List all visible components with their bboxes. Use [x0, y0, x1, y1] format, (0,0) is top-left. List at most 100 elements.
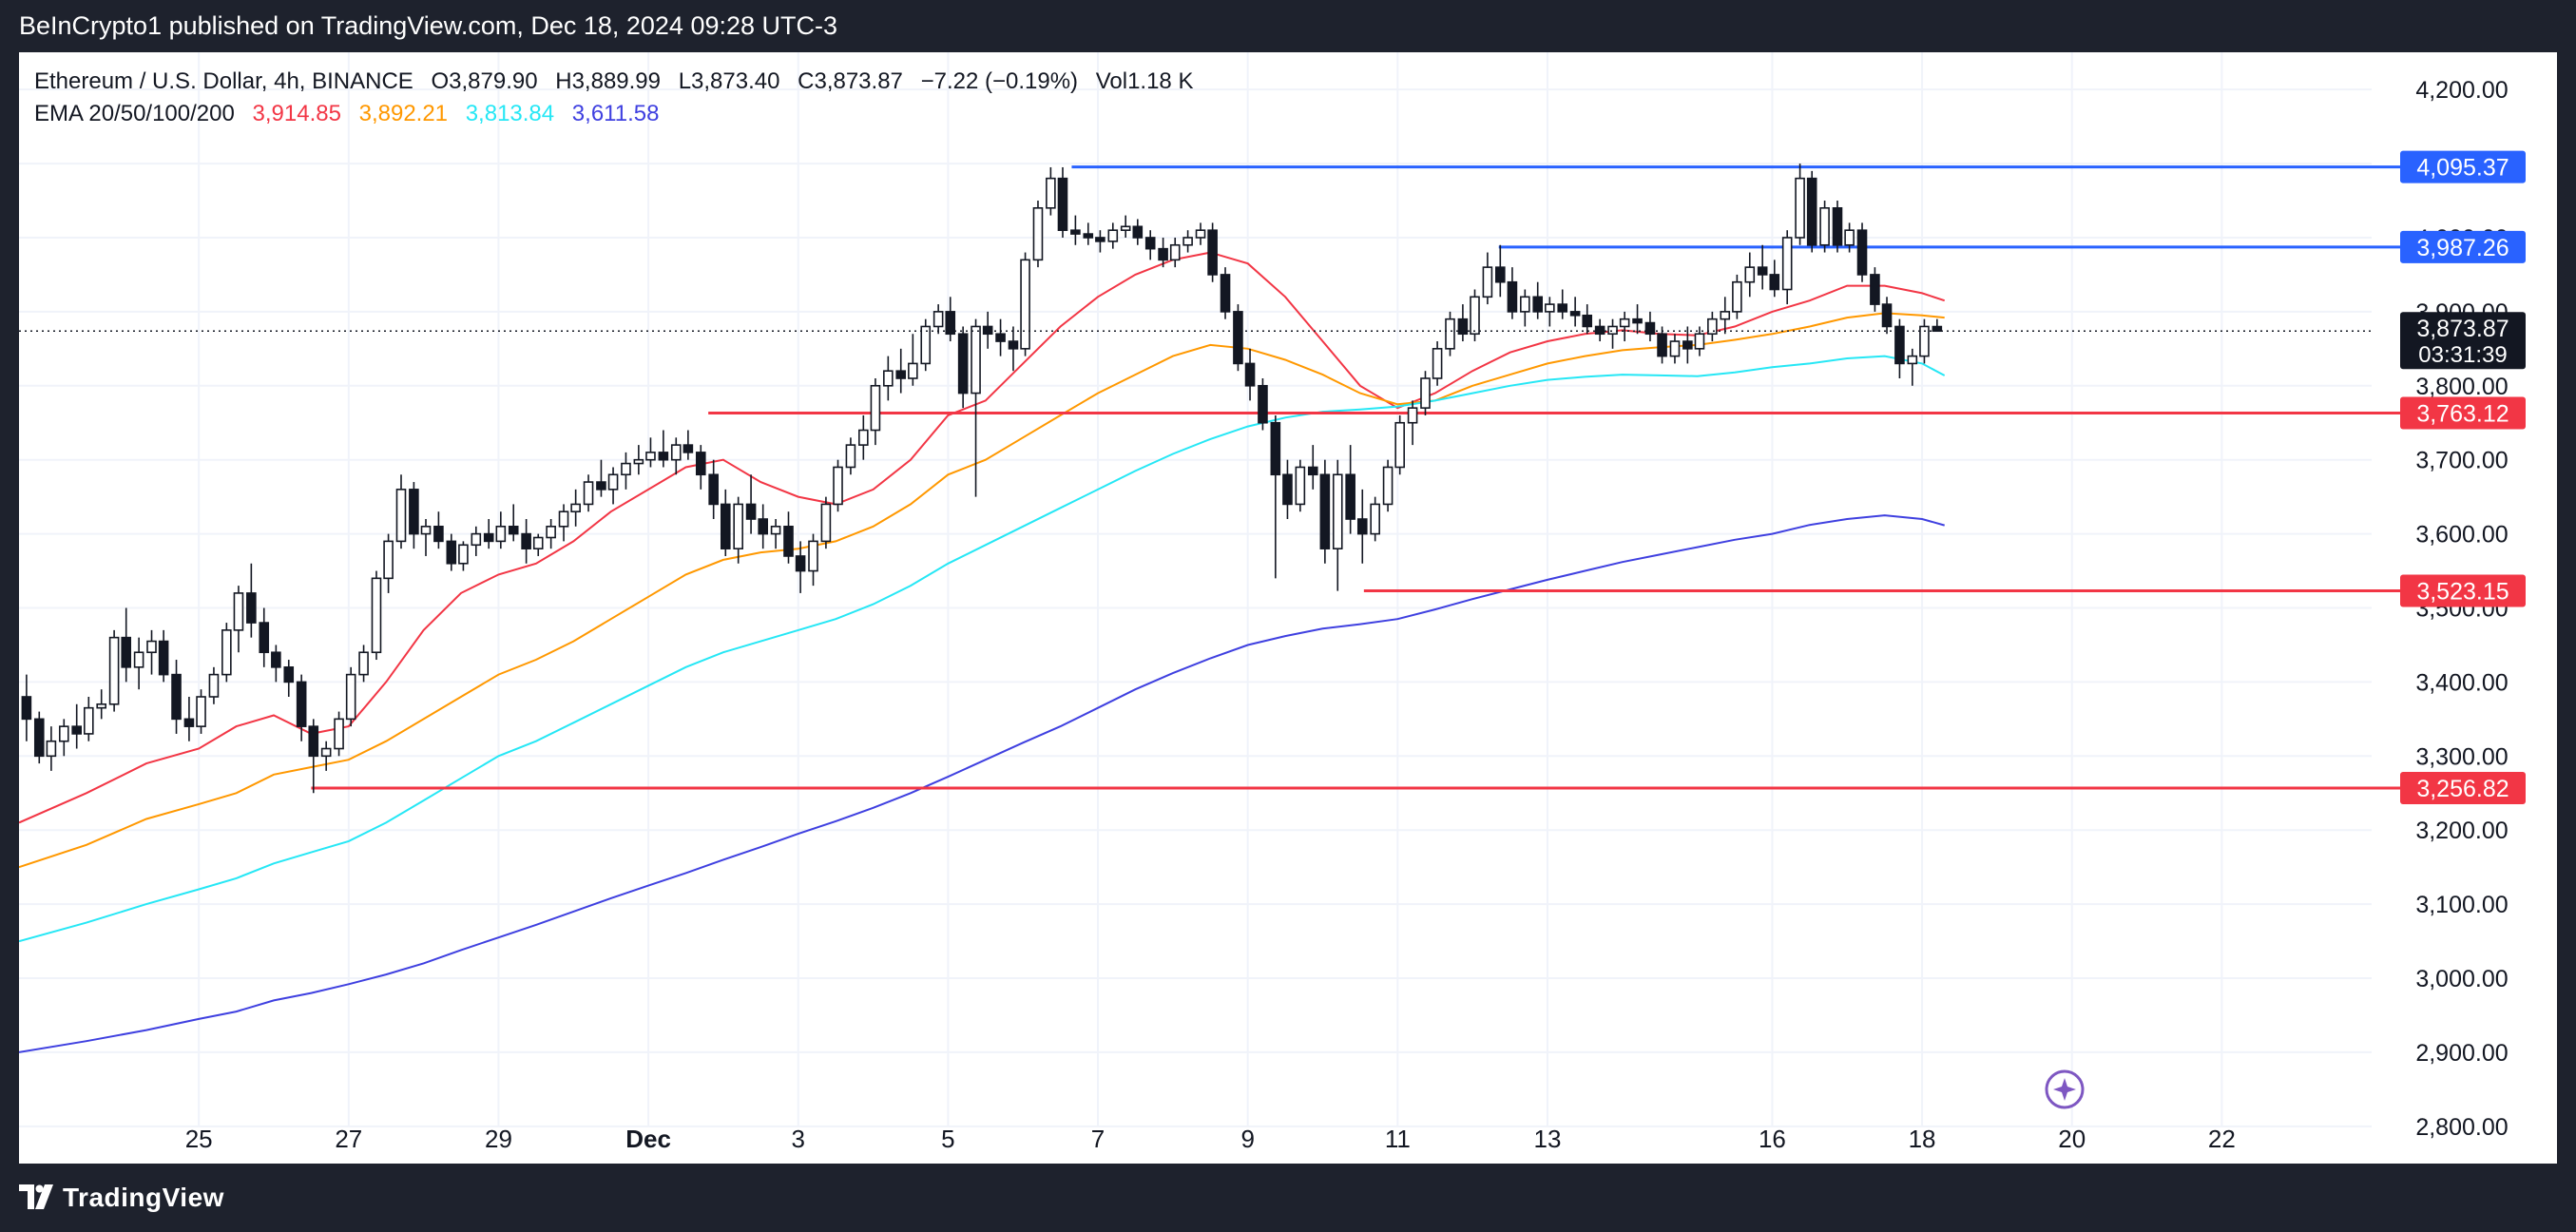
ema-line: [19, 312, 1945, 869]
candle-body: [1158, 247, 1168, 261]
level-badge: [2400, 230, 2526, 263]
candle-body: [1046, 177, 1056, 209]
time-tick-label: 9: [1240, 1125, 1254, 1153]
price-tick-label: 3,600.00: [2415, 522, 2508, 549]
time-axis[interactable]: 25 27 29 Dec 3 5 7 9 11 13 16 18 20 22: [185, 1125, 2236, 1153]
candle-body: [1020, 259, 1030, 350]
candle-body: [695, 452, 706, 476]
candle-body: [1470, 296, 1480, 336]
candle-body: [583, 481, 594, 506]
time-tick-label: 7: [1091, 1125, 1105, 1153]
candle-body: [982, 325, 993, 336]
candle-body: [708, 473, 719, 506]
candle-body: [208, 673, 220, 698]
symbol-title[interactable]: Ethereum / U.S. Dollar, 4h, BINANCE: [34, 68, 413, 94]
candle-body: [1295, 466, 1306, 506]
candle-body: [21, 696, 32, 721]
candle-body: [271, 651, 281, 668]
grid-lines: [19, 52, 2372, 1127]
candle-body: [883, 370, 894, 387]
candle-body: [345, 673, 356, 721]
ema-line: [19, 251, 1946, 824]
candle-body: [1258, 384, 1268, 424]
candle-body: [1669, 340, 1681, 357]
candle-body: [1832, 207, 1843, 246]
candle-body: [1532, 296, 1544, 313]
ema-line: [19, 514, 1945, 1053]
candle-body: [607, 473, 619, 491]
candle-body: [1244, 362, 1256, 387]
time-tick-label: 16: [1759, 1125, 1786, 1153]
candle-body: [1233, 311, 1243, 365]
candle-body: [1657, 333, 1667, 357]
candle-body: [1707, 318, 1718, 336]
spark-icon[interactable]: [2045, 1069, 2085, 1109]
time-tick-label: 13: [1534, 1125, 1562, 1153]
candle-body: [1270, 421, 1281, 476]
candle-body: [1881, 303, 1893, 328]
candle-body: [1744, 266, 1756, 283]
candle-body: [932, 311, 944, 328]
candle-body: [296, 681, 307, 727]
candle-body: [558, 510, 569, 528]
level-badge: [2400, 771, 2526, 804]
candle-body: [1282, 473, 1293, 506]
candle-body: [371, 577, 382, 654]
candle-body: [733, 503, 743, 549]
price-chart[interactable]: 2,800.00 2,900.00 3,000.00 3,100.00 3,200.00…: [19, 52, 2557, 1164]
level-badge-label: 3,256.82: [2416, 776, 2509, 802]
candle-body: [1806, 177, 1817, 246]
tradingview-logo-icon[interactable]: [19, 1184, 57, 1209]
candle-body: [1632, 318, 1643, 324]
level-badge: [2400, 396, 2526, 430]
candle-body: [596, 481, 606, 491]
candle-body: [171, 673, 182, 721]
price-tick-label: 3,300.00: [2415, 743, 2508, 770]
price-tick-label: 3,000.00: [2415, 966, 2508, 992]
candles: [21, 164, 1943, 794]
time-tick-label: 3: [792, 1125, 805, 1153]
candle-body: [1644, 321, 1656, 336]
candle-body: [1445, 318, 1455, 350]
change-value: −7.22 (−0.19%): [920, 68, 1079, 94]
candle-body: [1132, 225, 1144, 239]
time-tick-label: 22: [2208, 1125, 2236, 1153]
candle-body: [1356, 518, 1368, 535]
ohlc-row: Ethereum / U.S. Dollar, 4h, BINANCE O3,8…: [34, 66, 1204, 98]
candle-body: [1582, 314, 1593, 328]
candle-body: [1008, 340, 1019, 350]
candle-body: [1332, 473, 1343, 549]
candle-body: [908, 362, 918, 379]
time-tick-label: Dec: [625, 1125, 671, 1153]
candle-body: [1107, 229, 1119, 242]
candle-body: [471, 532, 482, 547]
candle-body: [1144, 237, 1156, 250]
candle-body: [133, 651, 144, 668]
candle-body: [995, 333, 1006, 342]
tradingview-brand[interactable]: TradingView: [63, 1183, 224, 1212]
level-lines: [311, 165, 2438, 790]
candle-body: [770, 526, 781, 535]
chart-panel[interactable]: 2,800.00 2,900.00 3,000.00 3,100.00 3,200.00…: [19, 52, 2557, 1164]
price-tick-label: 3,200.00: [2415, 818, 2508, 844]
ema-label[interactable]: EMA 20/50/100/200: [34, 101, 235, 126]
price-tick-label: 3,400.00: [2415, 669, 2508, 696]
candle-body: [1420, 377, 1431, 409]
candle-body: [1907, 355, 1918, 365]
candle-body: [1220, 274, 1231, 313]
ema20-value: 3,914.85: [252, 101, 341, 126]
candle-body: [720, 503, 731, 549]
publisher-text: BeInCrypto1 published on TradingView.com…: [19, 11, 838, 40]
candle-body: [1694, 333, 1705, 350]
candle-body: [1307, 466, 1318, 476]
candle-body: [283, 666, 295, 683]
candle-body: [33, 718, 45, 758]
candle-body: [96, 703, 107, 709]
close-value: C3,873.87: [798, 68, 903, 94]
ema50-value: 3,892.21: [358, 101, 449, 126]
candle-body: [158, 640, 169, 676]
candle-body: [1844, 229, 1855, 246]
candle-body: [383, 540, 394, 580]
price-axis[interactable]: 2,800.00 2,900.00 3,000.00 3,100.00 3,200.00…: [2400, 77, 2526, 1141]
time-tick-label: 27: [335, 1125, 362, 1153]
